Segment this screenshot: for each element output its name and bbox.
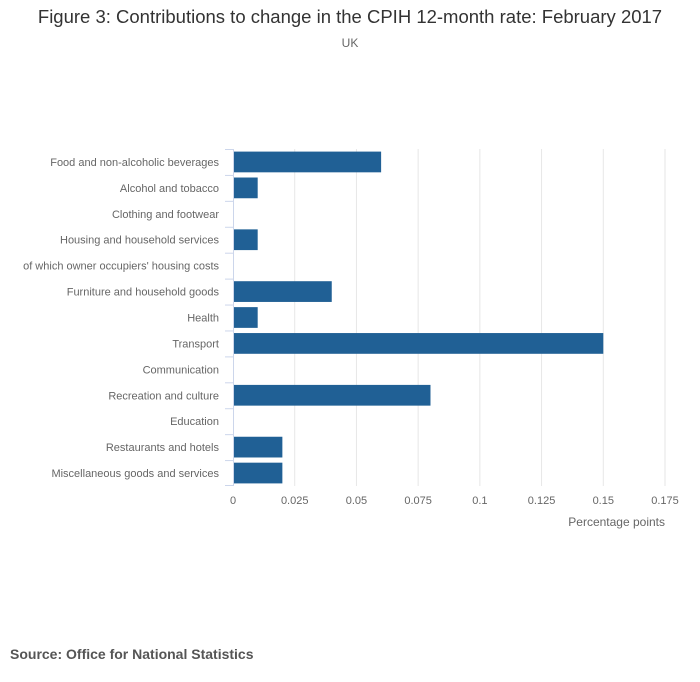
bars: [234, 151, 604, 484]
bar: [234, 333, 604, 354]
bar: [234, 229, 258, 251]
bar: [234, 281, 332, 302]
x-tick-label: 0.125: [528, 495, 556, 507]
y-tick-label: Restaurants and hotels: [106, 442, 220, 454]
axes: [225, 149, 234, 486]
bar: [234, 462, 283, 484]
labels: 0 0.025 0.05 0.075 0.1 0.125 0.15 0.175 Food and…: [23, 157, 679, 529]
x-axis-title: Percentage points: [568, 515, 665, 529]
x-tick-label: 0.175: [651, 495, 679, 507]
source-note: Source: Office for National Statistics: [10, 646, 254, 662]
y-tick-label: Miscellaneous goods and services: [51, 468, 219, 480]
chart-subtitle: UK: [341, 36, 359, 50]
y-tick-label: Transport: [172, 338, 219, 350]
x-tick-label: 0.05: [346, 495, 367, 507]
y-tick-label: of which owner occupiers' housing costs: [23, 261, 219, 273]
y-tick-label: Education: [170, 416, 219, 428]
gridlines: [294, 149, 666, 486]
x-tick-label: 0.15: [593, 495, 614, 507]
x-tick-label: 0.025: [281, 495, 309, 507]
chart-title: Figure 3: Contributions to change in the…: [37, 6, 663, 27]
bar: [234, 177, 258, 199]
bar: [234, 436, 283, 458]
y-tick-label: Health: [187, 313, 219, 325]
y-tick-label: Furniture and household goods: [67, 287, 220, 299]
bar: [234, 384, 431, 406]
x-tick-label: 0.075: [404, 495, 432, 507]
y-tick-label: Food and non-alcoholic beverages: [50, 157, 219, 169]
y-tick-label: Housing and household services: [60, 235, 219, 247]
y-tick-label: Communication: [143, 364, 219, 376]
bar: [234, 307, 258, 328]
bar: [234, 151, 382, 173]
x-tick-label: 0.1: [472, 495, 487, 507]
y-tick-label: Clothing and footwear: [112, 209, 219, 221]
x-tick-label: 0: [230, 495, 236, 507]
y-tick-label: Alcohol and tobacco: [120, 183, 219, 195]
y-tick-label: Recreation and culture: [108, 390, 219, 402]
